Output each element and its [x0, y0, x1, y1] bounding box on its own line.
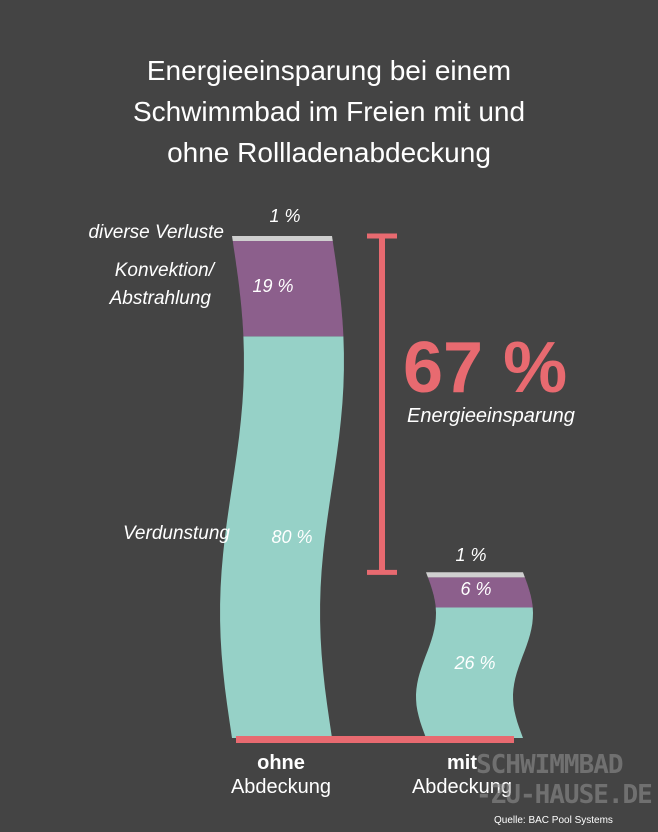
value-ohne-konvektion: 19 % — [252, 276, 294, 296]
watermark-logo: SCHWIMMBAD -ZU-HAUSE.DE — [476, 750, 656, 810]
title-line-2: Schwimmbad im Freien mit und — [132, 96, 526, 127]
bar-ohne-diverse — [232, 236, 333, 241]
value-mit-konvektion: 6 % — [460, 579, 492, 599]
category-ohne: ohne Abdeckung — [211, 751, 351, 799]
savings-label: Energieeinsparung — [407, 405, 575, 427]
label-verdunstung: Verdunstung — [122, 523, 230, 544]
source-note: Quelle: BAC Pool Systems — [494, 815, 613, 826]
bar-ohne-konvektion — [232, 241, 344, 337]
category-mit: mit Abdeckung — [392, 751, 532, 799]
category-ohne-normal: Abdeckung — [230, 776, 332, 798]
category-ohne-bold: ohne — [257, 752, 305, 774]
value-ohne-diverse: 1 % — [269, 206, 301, 226]
watermark-line-1: SCHWIMMBAD — [476, 750, 624, 780]
value-mit-diverse: 1 % — [455, 545, 487, 565]
watermark-line-2: -ZU-HAUSE.DE — [476, 780, 653, 810]
value-mit-verdunstung: 26 % — [454, 653, 496, 673]
bar-ohne-verdunstung — [220, 336, 344, 738]
bar-mit-verdunstung — [416, 607, 533, 738]
bar-mit-diverse — [426, 572, 525, 578]
category-mit-normal: Abdeckung — [411, 776, 513, 798]
bar-mit-konvektion — [427, 577, 533, 608]
title-line-3: ohne Rollladenabdeckung — [167, 137, 491, 168]
label-diverse-verluste: diverse Verluste — [88, 222, 224, 243]
chart-title: Energieeinsparung bei einem Schwimmbad i… — [0, 50, 658, 173]
title-line-1: Energieeinsparung bei einem — [146, 55, 512, 86]
category-mit-bold: mit — [447, 752, 477, 774]
baseline — [236, 736, 514, 743]
savings-value: 67 % — [403, 328, 568, 408]
label-konvektion-2: Abstrahlung — [109, 288, 211, 309]
value-ohne-verdunstung: 80 % — [271, 527, 313, 547]
label-konvektion-1: Konvektion/ — [114, 260, 214, 281]
